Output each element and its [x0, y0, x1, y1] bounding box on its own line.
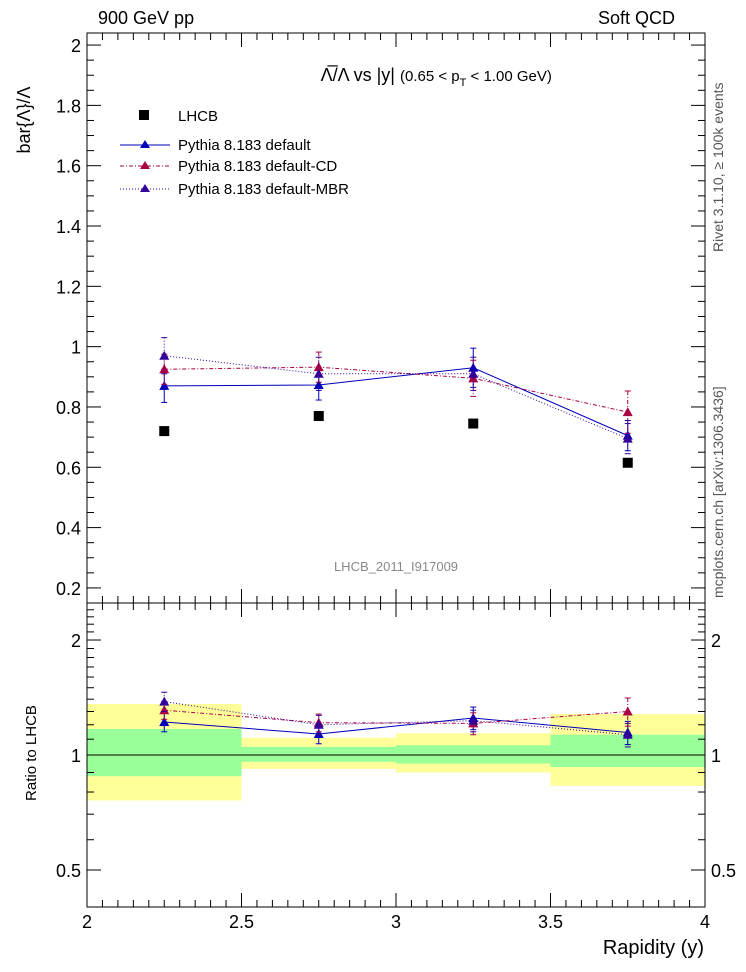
legend-marker-cd [140, 161, 150, 169]
main-cd-point [622, 407, 633, 417]
main-mbr-point [159, 350, 170, 360]
main-lhcb-point [313, 411, 324, 422]
ratio-ytick-label: 0.5 [56, 861, 81, 881]
main-mbr-point [468, 368, 479, 378]
main-y-axis: 0.2 0.4 0.6 0.8 1 1.2 1.4 1.6 1.8 2 [56, 36, 705, 604]
ratio-mbr-point [313, 719, 324, 729]
main-ytick-label: 1 [71, 338, 81, 358]
main-ytick-label: 2 [71, 36, 81, 56]
ratio-ytick-label: 2 [71, 631, 81, 651]
ratio-ytick-label: 1 [71, 746, 81, 766]
ratio-mbr-point [622, 729, 633, 739]
main-ytick-label: 0.6 [56, 458, 81, 478]
plot-title-main: Λ̅/Λ vs |y| [321, 65, 395, 85]
plot-title-range-prefix: (0.65 < p [400, 68, 460, 85]
main-ytick-label: 1.6 [56, 157, 81, 177]
ratio-xtick-label: 3.5 [538, 912, 563, 932]
ratio-mbr-line [164, 701, 628, 736]
main-lhcb-point [468, 418, 479, 429]
ratio-panel: 0.5 0.5 1 1 2 2 2 2.5 3 3.5 4 Ratio to LHCB Rapid… [23, 602, 736, 959]
legend-label-lhcb: LHCB [178, 108, 218, 125]
plot-title-range-sub: T [460, 77, 467, 89]
ratio-xtick-label: 2.5 [229, 912, 254, 932]
legend-marker-mbr [140, 184, 150, 192]
main-cd-point [468, 373, 479, 383]
ratio-band-green [396, 745, 551, 764]
ratio-xtick-label: 3 [391, 912, 401, 932]
legend: LHCB Pythia 8.183 default Pythia 8.183 d… [120, 108, 349, 198]
ratio-y-axis: 0.5 0.5 1 1 2 2 [56, 602, 736, 908]
ratio-y-axis-label: Ratio to LHCB [23, 705, 40, 801]
legend-label-cd: Pythia 8.183 default-CD [178, 158, 337, 175]
main-ytick-label: 1.8 [56, 96, 81, 116]
legend-label-mbr: Pythia 8.183 default-MBR [178, 181, 349, 198]
legend-marker-lhcb [139, 110, 149, 120]
main-panel: 0.2 0.4 0.6 0.8 1 1.2 1.4 1.6 1.8 2 bar{Λ}/Λ Λ̅/Λ… [14, 32, 706, 604]
ratio-ytick-label-right: 2 [711, 631, 721, 651]
ratio-default-line [164, 717, 628, 735]
ratio-band-green [87, 728, 242, 777]
main-ytick-label: 1.4 [56, 217, 81, 237]
main-cd-point [159, 364, 170, 374]
main-lhcb-point [622, 457, 633, 468]
main-default-line [164, 367, 628, 437]
main-default-point [468, 362, 479, 372]
ratio-x-axis: 2 2.5 3 3.5 4 [82, 603, 710, 932]
ratio-series [159, 691, 633, 748]
main-ytick-label: 0.2 [56, 579, 81, 599]
main-mbr-line [164, 355, 628, 440]
ratio-ytick-label-right: 0.5 [711, 861, 736, 881]
main-default-point [159, 380, 170, 390]
legend-marker-default [140, 140, 150, 148]
ratio-default-point [159, 717, 170, 727]
ratio-cd-point [622, 706, 633, 716]
energy-label: 900 GeV pp [98, 8, 195, 28]
ratio-xtick-label: 4 [700, 912, 710, 932]
main-series [159, 337, 633, 468]
main-x-axis [86, 33, 706, 603]
main-mbr-point [622, 433, 633, 443]
main-y-axis-label: bar{Λ}/Λ [14, 86, 34, 153]
main-cd-line [164, 366, 628, 413]
main-ytick-label: 1.2 [56, 277, 81, 297]
ratio-xtick-label: 2 [82, 912, 92, 932]
ratio-ytick-label-right: 1 [711, 746, 721, 766]
main-ytick-label: 0.4 [56, 519, 81, 539]
ratio-mbr-point [159, 696, 170, 706]
process-label: Soft QCD [598, 8, 676, 28]
plot-title-range: (0.65 < pT < 1.00 GeV) [400, 68, 552, 89]
plot-title-range-suffix: < 1.00 GeV) [466, 68, 551, 85]
main-lhcb-point [159, 426, 170, 437]
legend-label-default: Pythia 8.183 default [178, 137, 311, 154]
analysis-watermark: LHCB_2011_I917009 [334, 559, 458, 574]
x-axis-title: Rapidity (y) [603, 937, 704, 959]
main-mbr-point [313, 368, 324, 378]
ratio-bands [87, 703, 705, 801]
ratio-band-green [241, 746, 396, 762]
ratio-mbr-point [468, 715, 479, 725]
main-ytick-label: 0.8 [56, 398, 81, 418]
